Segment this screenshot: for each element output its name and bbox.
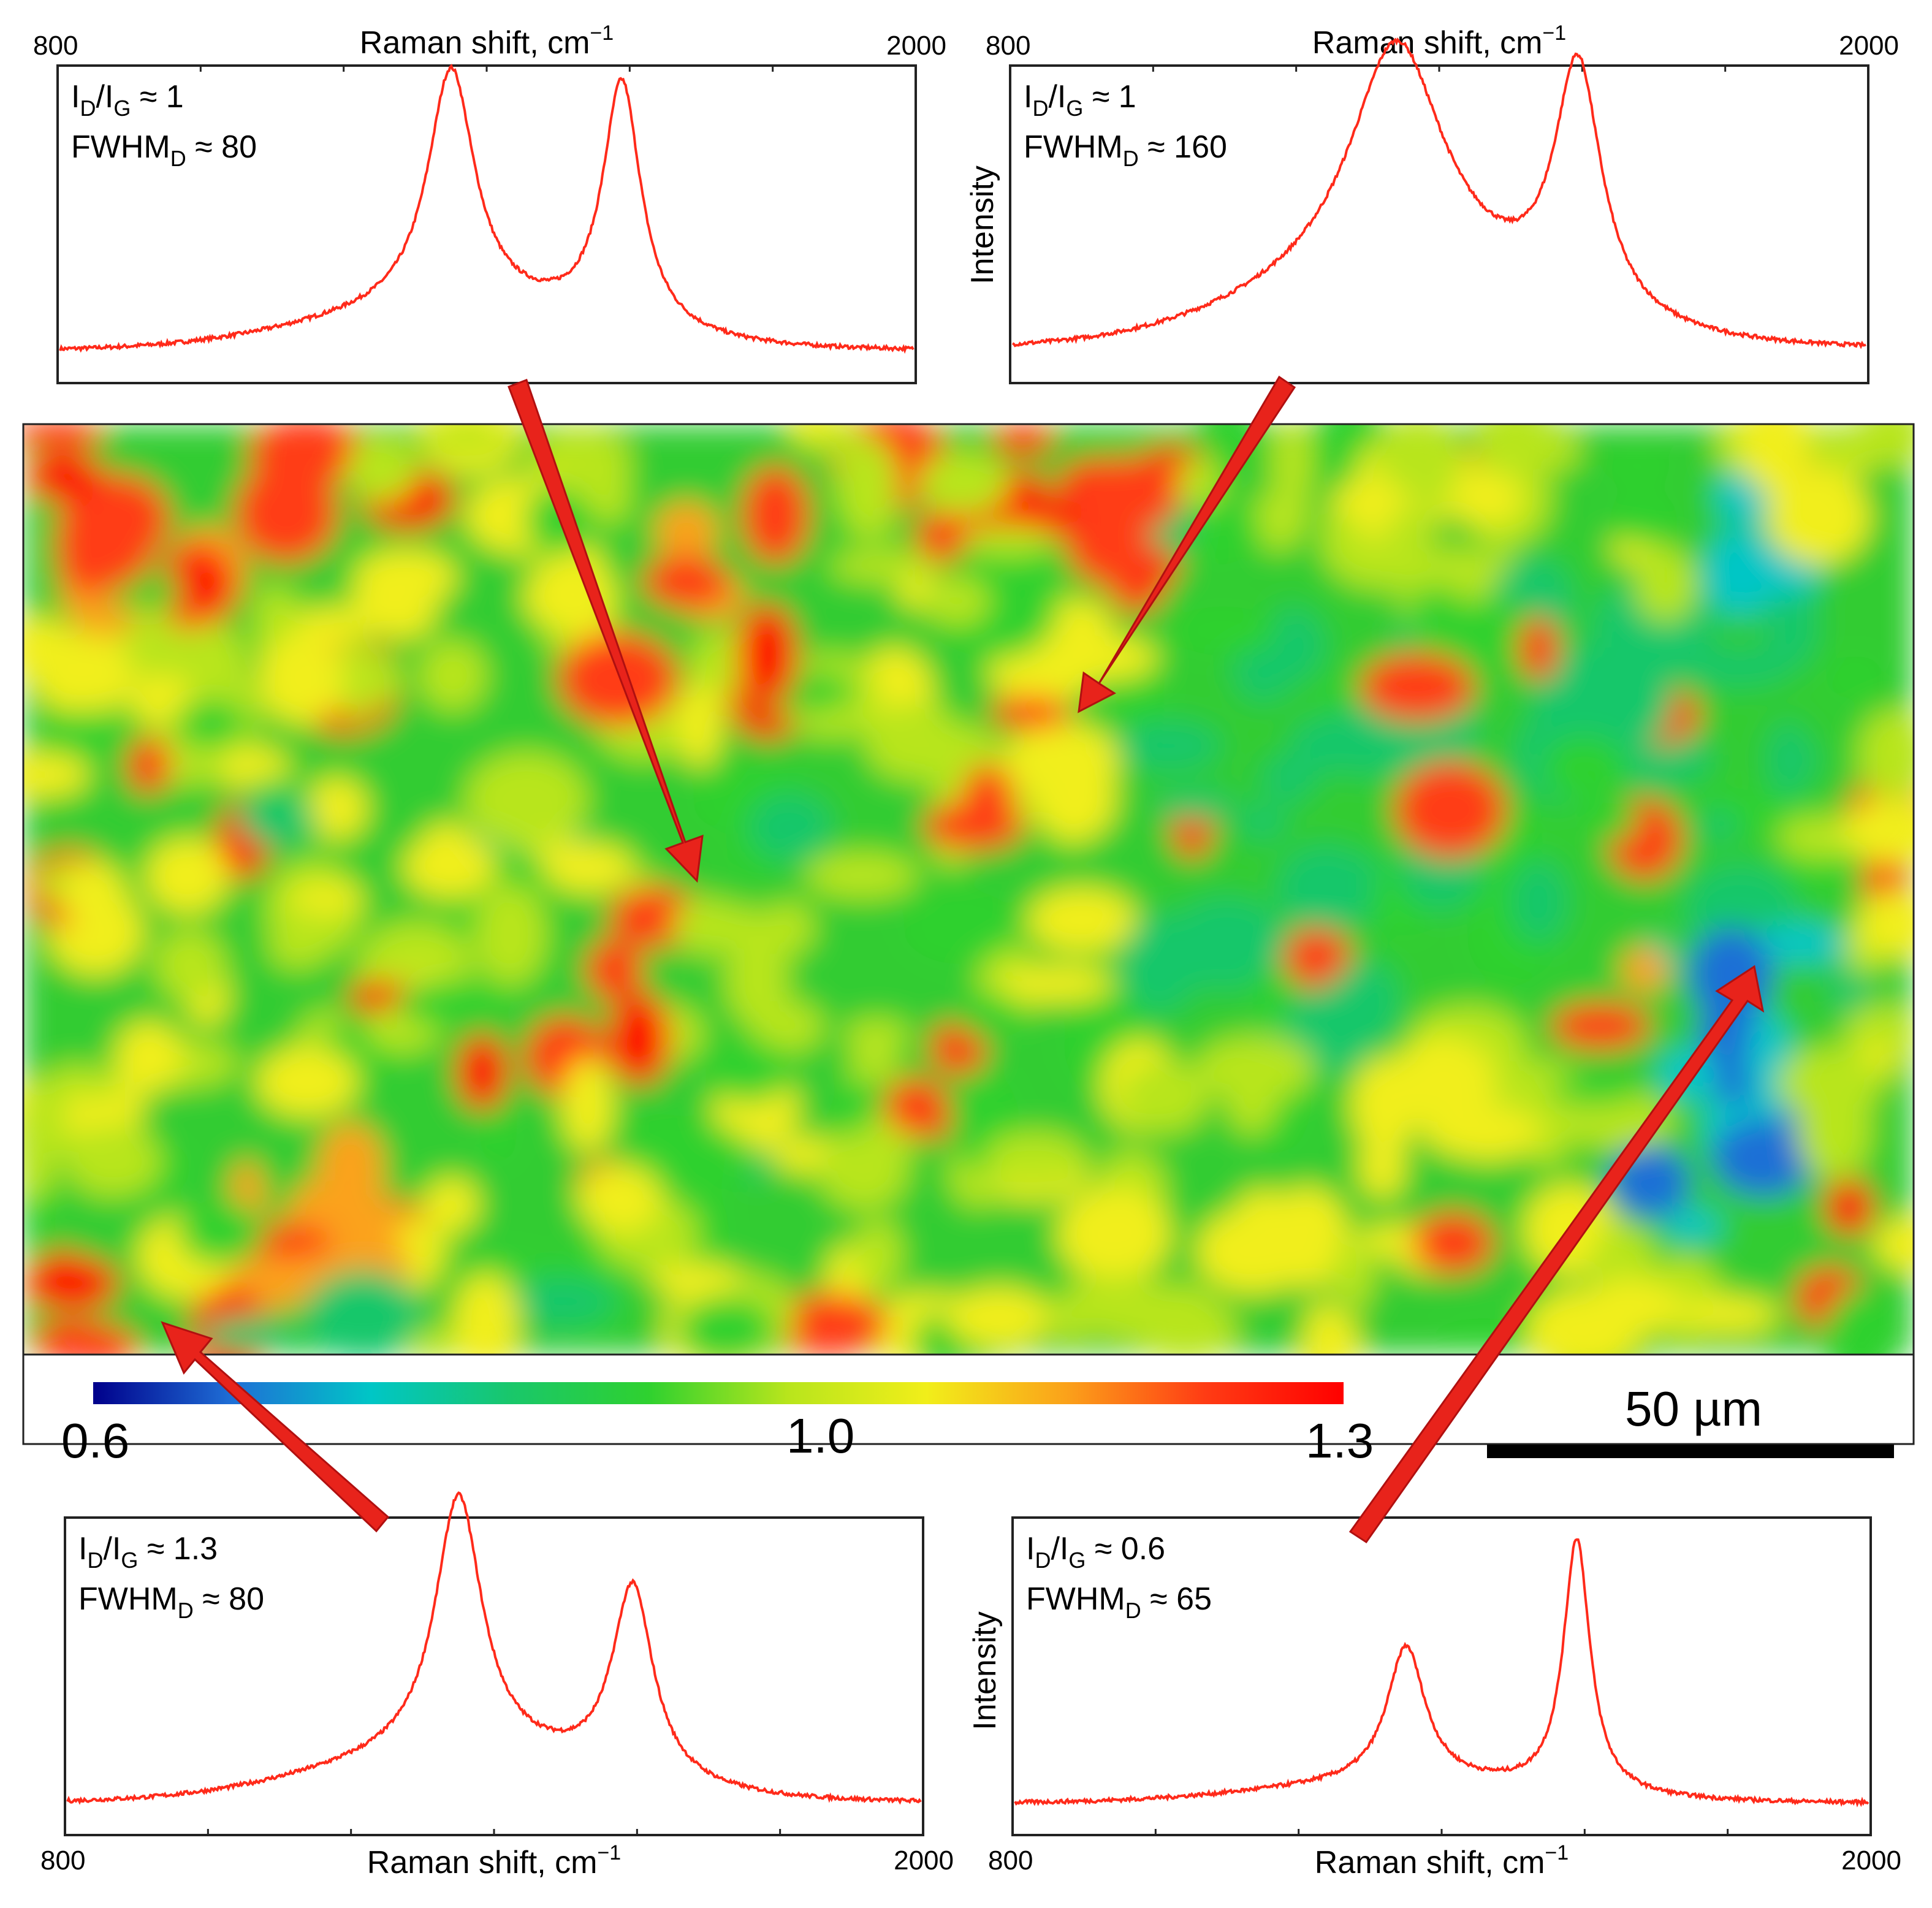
x-tick-label-max: 2000 [1839,31,1899,61]
spectrum-panel-bottom-left: 800 2000 Raman shift, cm−1 ID/IG ≈ 1.3 FWHMD… [40,1491,954,1880]
id-ig-map: 0.6 1.0 1.3 50 µm [22,423,1915,1468]
x-axis-title: Raman shift, cm−1 [1312,21,1566,61]
spectrum-frame [64,1516,924,1836]
map-image-border [22,423,1915,1356]
spectrum-frame [1011,1516,1872,1836]
x-tick-label-max: 2000 [894,1845,954,1876]
y-axis-title: Intensity [967,1611,1003,1730]
x-tick-label-min: 800 [33,31,78,61]
x-tick-label-min: 800 [986,31,1030,61]
spectrum-panel-top-left: 800 2000 Raman shift, cm−1 ID/IG ≈ 1 FWHMD ≈… [33,21,946,384]
x-tick-label-max: 2000 [886,31,946,61]
scale-bar [1487,1445,1894,1458]
scale-bar-label: 50 µm [1625,1382,1762,1436]
spectrum-line [1014,1538,1869,1807]
spectrum-line [1011,37,1866,349]
map-image [23,424,1914,1355]
colorbar-label-min: 0.6 [61,1413,129,1468]
ratio-annotation: ID/IG ≈ 1 [1024,79,1136,121]
arrow-top-right [1078,375,1296,713]
x-axis-title: Raman shift, cm−1 [360,21,614,61]
fwhm-annotation: FWHMD ≈ 80 [78,1581,264,1623]
ratio-annotation: ID/IG ≈ 1.3 [78,1531,218,1573]
spectrum-line [66,1491,922,1805]
arrow-top-left [508,379,704,883]
arrows [161,375,1765,1544]
colorbar-label-mid: 1.0 [786,1408,854,1463]
spectrum-panel-top-right: 800 2000 Raman shift, cm−1 Intensity ID/IG ≈… [965,21,1899,384]
colorbar [93,1382,1344,1404]
fwhm-annotation: FWHMD ≈ 160 [1024,129,1227,171]
x-tick-label-min: 800 [40,1845,85,1876]
arrow-bottom-right [1348,965,1765,1544]
y-axis-title: Intensity [965,165,1000,284]
ratio-annotation: ID/IG ≈ 0.6 [1026,1531,1165,1573]
ratio-annotation: ID/IG ≈ 1 [71,79,184,121]
arrow-bottom-left [161,1321,390,1533]
x-tick-label-min: 800 [988,1845,1033,1876]
x-axis-title: Raman shift, cm−1 [367,1841,621,1880]
fwhm-annotation: FWHMD ≈ 80 [71,129,257,171]
spectrum-frame [1009,64,1869,384]
x-axis-title: Raman shift, cm−1 [1315,1841,1569,1880]
spectrum-frame [56,64,917,384]
x-tick-label-max: 2000 [1841,1845,1901,1876]
colorbar-label-max: 1.3 [1306,1413,1374,1468]
spectrum-line [59,64,915,354]
spectrum-panel-bottom-right: 800 2000 Raman shift, cm−1 Intensity ID/IG ≈… [967,1516,1901,1880]
fwhm-annotation: FWHMD ≈ 65 [1026,1581,1212,1623]
